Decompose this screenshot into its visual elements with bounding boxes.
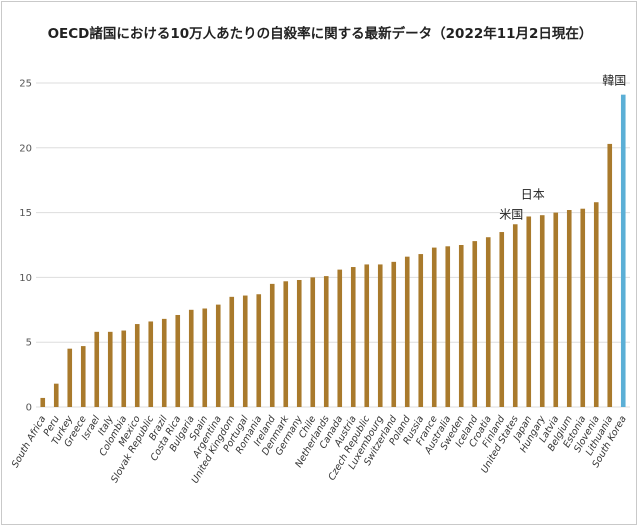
bar	[148, 321, 154, 407]
bar	[269, 283, 275, 407]
y-tick-label: 10	[19, 273, 32, 284]
bar	[323, 276, 329, 407]
bar	[391, 261, 397, 407]
bar	[512, 224, 518, 407]
bar	[215, 304, 221, 407]
bar	[175, 314, 181, 407]
y-tick-label: 25	[19, 79, 32, 90]
bar	[242, 295, 248, 407]
bar	[593, 202, 599, 407]
y-tick-label: 15	[19, 208, 32, 219]
bar	[580, 208, 586, 407]
bar	[553, 212, 559, 407]
y-tick-label: 0	[26, 403, 32, 414]
bar	[188, 309, 194, 407]
y-tick-label: 5	[26, 338, 32, 349]
bar	[445, 246, 451, 407]
bar	[431, 247, 437, 407]
bar	[377, 264, 383, 407]
y-tick-label: 20	[19, 143, 32, 154]
bar	[53, 383, 59, 407]
bar	[283, 281, 289, 407]
bar	[94, 331, 100, 407]
bar	[620, 94, 626, 407]
bar	[67, 348, 73, 407]
chart-title: OECD諸国における10万人あたりの自殺率に関する最新データ（2022年11月2…	[47, 26, 593, 42]
bar	[161, 318, 167, 407]
bar	[80, 346, 86, 407]
bar	[350, 267, 356, 407]
x-tick-label: South Africa	[10, 414, 49, 470]
bar	[607, 143, 613, 408]
bar	[296, 279, 302, 407]
bar	[566, 210, 572, 407]
bar	[485, 237, 491, 407]
bar	[364, 264, 370, 407]
bar	[229, 296, 235, 407]
bar	[107, 331, 113, 407]
bar	[256, 294, 262, 407]
bar	[472, 241, 478, 407]
bar	[134, 324, 140, 407]
bar	[310, 277, 316, 407]
bar	[526, 216, 532, 407]
bar	[337, 269, 343, 407]
annotation-label: 日本	[521, 187, 545, 201]
bar	[121, 330, 127, 407]
annotation-label: 米国	[499, 207, 523, 221]
bar	[40, 397, 46, 407]
bar	[404, 256, 410, 407]
annotation-label: 韓国	[602, 74, 626, 88]
bar	[202, 308, 208, 407]
bar	[418, 254, 424, 407]
bar	[539, 215, 545, 407]
bar	[458, 245, 464, 407]
bar	[499, 232, 505, 407]
